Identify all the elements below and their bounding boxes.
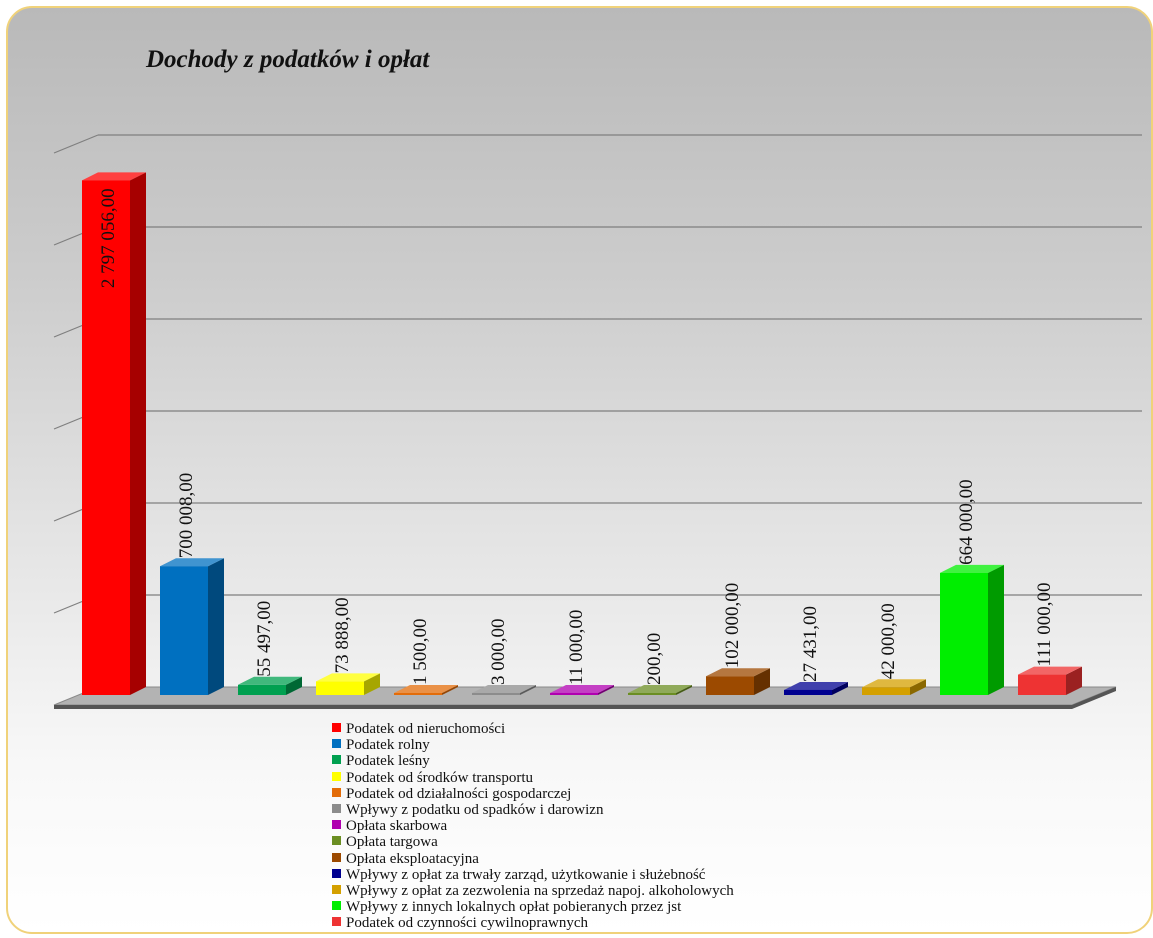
bar-side	[598, 684, 614, 695]
legend-item: Podatek od nieruchomości	[332, 721, 734, 737]
legend-swatch	[332, 852, 341, 862]
bar-side	[208, 558, 224, 695]
legend-label: Podatek od czynności cywilnoprawnych	[346, 915, 589, 932]
bar-top	[160, 558, 224, 567]
legend-swatch	[332, 739, 341, 749]
legend-swatch	[332, 884, 341, 894]
bar-top	[550, 684, 614, 693]
legend-label: Opłata skarbowa	[346, 818, 448, 835]
bar-top	[706, 668, 770, 677]
chart-floor-shadow	[54, 687, 1116, 709]
legend-label: Podatek rolny	[346, 737, 430, 754]
legend-label: Opłata eksploatacyjna	[346, 850, 479, 867]
bar-side	[754, 668, 770, 695]
bar-top	[238, 676, 302, 685]
gridline-side	[53, 134, 99, 154]
legend-label: Wpływy z opłat za zezwolenia na sprzedaż…	[346, 882, 734, 899]
legend-item: Podatek od działalności gospodarczej	[332, 786, 734, 802]
bar	[628, 693, 676, 695]
data-label: 55 497,00	[254, 601, 275, 677]
legend-item: Wpływy z opłat za zezwolenia na sprzedaż…	[332, 883, 734, 899]
bar-side	[130, 172, 146, 696]
legend-item: Podatek rolny	[332, 737, 734, 753]
legend-label: Podatek leśny	[346, 753, 430, 770]
data-label: 111 000,00	[1034, 582, 1055, 666]
bar-side	[832, 681, 848, 695]
legend: Podatek od nieruchomości Podatek rolny Pod…	[332, 721, 734, 931]
chart-title: Dochody z podatków i opłat	[146, 46, 430, 73]
bar-side	[1066, 666, 1082, 695]
bar-side	[520, 685, 536, 695]
data-label: 42 000,00	[878, 603, 899, 679]
bar-side	[988, 564, 1004, 695]
legend-label: Podatek od działalności gospodarczej	[346, 785, 572, 802]
bar-top	[82, 172, 146, 181]
legend-item: Podatek leśny	[332, 753, 734, 769]
legend-item: Wpływy z podatku od spadków i darowizn	[332, 802, 734, 818]
bar	[940, 572, 988, 695]
legend-swatch	[332, 917, 341, 927]
bar-side	[364, 673, 380, 695]
bar-top	[1018, 666, 1082, 675]
legend-swatch	[332, 755, 341, 765]
bar-top	[394, 685, 458, 693]
legend-swatch	[332, 820, 341, 830]
bar	[550, 692, 598, 695]
data-label: 11 000,00	[566, 610, 587, 685]
legend-item: Podatek od środków transportu	[332, 770, 734, 786]
legend-label: Wpływy z opłat za trwały zarząd, użytkow…	[346, 866, 706, 883]
bar-top	[316, 673, 380, 682]
data-label: 664 000,00	[956, 479, 977, 565]
bar	[472, 693, 520, 695]
legend-label: Opłata targowa	[346, 834, 438, 851]
legend-item: Wpływy z innych lokalnych opłat pobieran…	[332, 899, 734, 915]
legend-item: Opłata eksploatacyjna	[332, 851, 734, 867]
bar-top	[862, 679, 926, 688]
legend-swatch	[332, 787, 341, 797]
legend-item: Wpływy z opłat za trwały zarząd, użytkow…	[332, 867, 734, 883]
legend-label: Podatek od środków transportu	[346, 769, 534, 786]
legend-swatch	[332, 836, 341, 846]
legend-label: Wpływy z podatku od spadków i darowizn	[346, 801, 604, 818]
data-label: 200,00	[644, 633, 665, 685]
legend-swatch	[332, 723, 341, 732]
legend-swatch	[332, 803, 341, 813]
bar-side	[676, 685, 692, 695]
legend-label: Podatek od nieruchomości	[346, 721, 506, 737]
data-label: 1 500,00	[410, 619, 431, 686]
bar	[82, 180, 130, 696]
legend-item: Opłata skarbowa	[332, 818, 734, 834]
data-label: 73 888,00	[332, 597, 353, 673]
bar	[238, 684, 286, 695]
legend-swatch	[332, 771, 341, 781]
data-label: 27 431,00	[800, 606, 821, 682]
data-label: 102 000,00	[722, 583, 743, 669]
bar-top	[472, 685, 536, 693]
legend-swatch	[332, 868, 341, 878]
bar	[160, 566, 208, 695]
bar-side	[910, 679, 926, 695]
bar	[862, 687, 910, 695]
bar-chart: 2 797 056,00 700 008,00 55 497,00 73 888,00…	[53, 134, 1142, 709]
bar-top	[628, 685, 692, 693]
data-label: 3 000,00	[488, 619, 509, 686]
bar	[784, 689, 832, 695]
legend-swatch	[332, 901, 341, 911]
bar-top	[784, 681, 848, 690]
bar	[1018, 674, 1066, 695]
chart-frame: Dochody z podatków i opłat 2 797 056,00 7…	[6, 6, 1153, 934]
legend-item: Opłata targowa	[332, 834, 734, 850]
legend-label: Wpływy z innych lokalnych opłat pobieran…	[346, 899, 682, 916]
bar	[706, 676, 754, 695]
legend-item: Podatek od czynności cywilnoprawnych	[332, 915, 734, 931]
bar	[394, 693, 442, 695]
bar-top	[940, 564, 1004, 573]
bar	[316, 681, 364, 695]
bar-side	[442, 685, 458, 695]
data-label: 2 797 056,00	[98, 188, 119, 288]
data-label: 700 008,00	[176, 473, 197, 559]
bar-side	[286, 676, 302, 695]
